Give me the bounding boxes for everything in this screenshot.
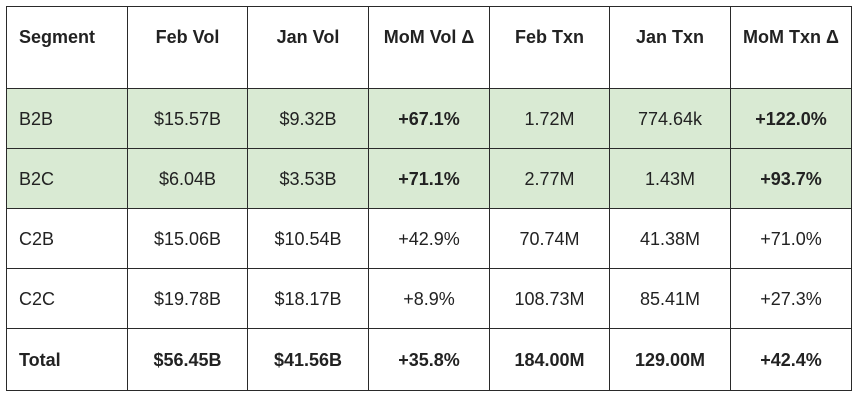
cell-segment: B2C	[6, 148, 128, 209]
cell-jan-txn: 85.41M	[609, 268, 731, 329]
cell-mom-vol: +42.9%	[368, 208, 490, 269]
cell-jan-vol: $10.54B	[247, 208, 369, 269]
cell-segment: B2B	[6, 88, 128, 149]
cell-mom-txn: +122.0%	[730, 88, 852, 149]
cell-feb-vol: $19.78B	[127, 268, 248, 329]
cell-segment: Total	[6, 328, 128, 391]
cell-jan-txn: 41.38M	[609, 208, 731, 269]
header-feb-txn: Feb Txn	[489, 6, 610, 89]
cell-feb-txn: 184.00M	[489, 328, 610, 391]
header-feb-vol: Feb Vol	[127, 6, 248, 89]
cell-mom-txn: +71.0%	[730, 208, 852, 269]
header-segment: Segment	[6, 6, 128, 89]
table-row-total: Total $56.45B $41.56B +35.8% 184.00M 129…	[6, 328, 852, 391]
cell-mom-txn: +93.7%	[730, 148, 852, 209]
cell-feb-vol: $6.04B	[127, 148, 248, 209]
cell-jan-vol: $3.53B	[247, 148, 369, 209]
cell-segment: C2B	[6, 208, 128, 269]
table-row-c2c: C2C $19.78B $18.17B +8.9% 108.73M 85.41M…	[6, 268, 852, 329]
cell-mom-txn: +27.3%	[730, 268, 852, 329]
table-row-b2b: B2B $15.57B $9.32B +67.1% 1.72M 774.64k …	[6, 88, 852, 149]
segment-comparison-table: Segment Feb Vol Jan Vol MoM Vol Δ Feb Tx…	[6, 6, 852, 391]
table-row-c2b: C2B $15.06B $10.54B +42.9% 70.74M 41.38M…	[6, 208, 852, 269]
cell-feb-txn: 2.77M	[489, 148, 610, 209]
header-jan-vol: Jan Vol	[247, 6, 369, 89]
cell-feb-vol: $56.45B	[127, 328, 248, 391]
header-jan-txn: Jan Txn	[609, 6, 731, 89]
cell-feb-txn: 1.72M	[489, 88, 610, 149]
cell-jan-vol: $18.17B	[247, 268, 369, 329]
cell-mom-txn: +42.4%	[730, 328, 852, 391]
cell-jan-vol: $41.56B	[247, 328, 369, 391]
cell-mom-vol: +67.1%	[368, 88, 490, 149]
header-mom-txn-delta: MoM Txn Δ	[730, 6, 852, 89]
cell-jan-vol: $9.32B	[247, 88, 369, 149]
cell-segment: C2C	[6, 268, 128, 329]
cell-mom-vol: +35.8%	[368, 328, 490, 391]
cell-jan-txn: 1.43M	[609, 148, 731, 209]
cell-feb-txn: 70.74M	[489, 208, 610, 269]
cell-feb-txn: 108.73M	[489, 268, 610, 329]
table-header-row: Segment Feb Vol Jan Vol MoM Vol Δ Feb Tx…	[6, 6, 852, 89]
cell-jan-txn: 129.00M	[609, 328, 731, 391]
cell-mom-vol: +8.9%	[368, 268, 490, 329]
table-row-b2c: B2C $6.04B $3.53B +71.1% 2.77M 1.43M +93…	[6, 148, 852, 209]
cell-mom-vol: +71.1%	[368, 148, 490, 209]
header-mom-vol-delta: MoM Vol Δ	[368, 6, 490, 89]
cell-feb-vol: $15.57B	[127, 88, 248, 149]
cell-feb-vol: $15.06B	[127, 208, 248, 269]
cell-jan-txn: 774.64k	[609, 88, 731, 149]
